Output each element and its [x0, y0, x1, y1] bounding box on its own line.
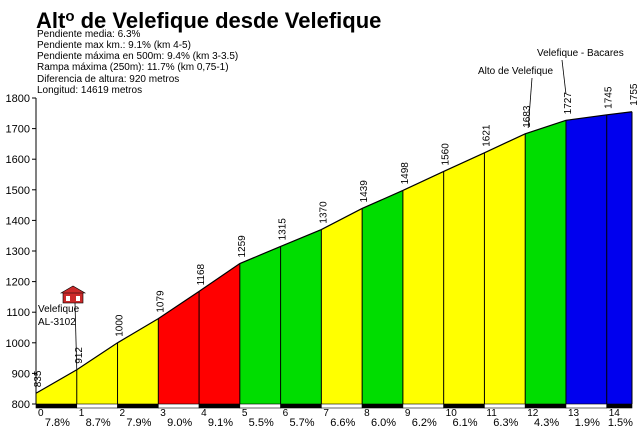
- altitude-label: 1259: [237, 235, 248, 258]
- altitude-label: 1315: [278, 218, 289, 241]
- chart-title: Alto de Velefique desde Velefique: [36, 8, 381, 33]
- title-main: Alt: [36, 8, 66, 33]
- km-label: 14: [609, 408, 621, 419]
- stat-line: Pendiente máxima en 500m: 9.4% (km 3-3.5…: [37, 51, 238, 62]
- grade-label: 6.2%: [412, 417, 437, 429]
- pass-pointer: [527, 77, 533, 129]
- altitude-label: 912: [74, 347, 85, 364]
- stats-block: Pendiente media: 6.3%Pendiente max km.: …: [37, 29, 238, 96]
- km-label: 11: [486, 408, 497, 419]
- km-bar-segment: [606, 403, 633, 409]
- y-tick-label: 900: [12, 368, 30, 380]
- grade-label: 6.1%: [453, 417, 478, 429]
- y-tick-label: 1400: [6, 215, 30, 227]
- altitude-label: 1498: [400, 162, 411, 185]
- altitude-label: 1621: [481, 124, 492, 147]
- profile-segment: [565, 114, 607, 404]
- title-superscript: o: [65, 8, 74, 25]
- plot-area: 8009001000110012001300140015001600170018…: [6, 48, 640, 429]
- km-label: 0: [38, 408, 44, 419]
- stat-line: Pendiente media: 6.3%: [37, 29, 141, 40]
- altitude-label: 1683: [522, 105, 533, 128]
- km-label: 9: [405, 408, 411, 419]
- profile-segment: [362, 190, 403, 404]
- y-tick-label: 1800: [6, 93, 30, 105]
- km-label: 3: [160, 408, 166, 419]
- grade-label: 6.0%: [371, 417, 396, 429]
- grade-label: 8.7%: [86, 417, 111, 429]
- km-label: 6: [283, 408, 289, 419]
- stat-line: Pendiente max km.: 9.1% (km 4-5): [37, 40, 191, 51]
- km-label: 1: [79, 408, 85, 419]
- km-label: 4: [201, 408, 207, 419]
- profile-segment: [117, 318, 159, 404]
- stat-line: Rampa máxima (250m): 11.7% (km 0,75-1): [37, 62, 229, 73]
- y-tick-label: 1700: [6, 124, 30, 136]
- km-label: 5: [242, 408, 248, 419]
- altitude-label: 1745: [604, 86, 615, 109]
- grade-label: 7.9%: [126, 417, 151, 429]
- altitude-label: 1168: [196, 263, 207, 285]
- grade-label: 4.3%: [534, 417, 559, 429]
- km-label: 7: [323, 408, 329, 419]
- km-label: 13: [568, 408, 580, 419]
- road-label: AL-3102: [38, 317, 76, 328]
- altitude-label: 1439: [359, 180, 370, 203]
- grade-label: 9.1%: [208, 417, 233, 429]
- profile-segment: [402, 171, 444, 404]
- profile-segment: [606, 111, 632, 405]
- altitude-label: 1755: [629, 83, 640, 106]
- y-tick-label: 1600: [6, 154, 30, 166]
- place-pointer: [74, 302, 78, 370]
- profile-segment: [76, 342, 118, 404]
- profile-line: [35, 111, 633, 394]
- profile-segment: [239, 246, 281, 404]
- km-label: 10: [446, 408, 458, 419]
- altitude-label: 1000: [115, 314, 126, 337]
- profile-segment: [525, 120, 566, 404]
- profile-segment: [36, 369, 77, 404]
- grade-label: 1.5%: [608, 417, 633, 429]
- y-tick-label: 1500: [6, 185, 30, 197]
- profile-segment: [321, 208, 363, 404]
- place-label: Velefique: [38, 304, 80, 315]
- y-tick-label: 800: [12, 399, 30, 411]
- y-tick-label: 1000: [6, 338, 30, 350]
- altitude-label: 1370: [318, 201, 329, 224]
- profile-segment: [484, 133, 526, 404]
- km-label: 2: [120, 408, 126, 419]
- km-label: 8: [364, 408, 370, 419]
- title-rest: de Velefique desde Velefique: [75, 8, 382, 33]
- profile-segment: [443, 152, 485, 404]
- road-end-label: Velefique - Bacares: [537, 48, 624, 59]
- grade-label: 5.7%: [289, 417, 314, 429]
- y-tick-label: 1300: [6, 246, 30, 258]
- altitude-label: 1079: [155, 290, 166, 313]
- grade-label: 6.3%: [493, 417, 518, 429]
- y-tick-label: 1100: [6, 307, 30, 319]
- km-label: 12: [527, 408, 539, 419]
- altitude-label: 835: [33, 370, 44, 387]
- profile-segment: [199, 263, 240, 404]
- stat-line: Longitud: 14619 metros: [37, 85, 142, 96]
- stat-line: Diferencia de altura: 920 metros: [37, 74, 179, 85]
- grade-label: 1.9%: [575, 417, 600, 429]
- pass-label: Alto de Velefique: [478, 66, 553, 77]
- profile-segment: [280, 229, 322, 404]
- grade-label: 9.0%: [167, 417, 192, 429]
- grade-label: 5.5%: [249, 417, 274, 429]
- town-icon: [59, 285, 87, 304]
- road-end-pointer: [561, 59, 567, 95]
- altitude-label: 1560: [441, 143, 452, 166]
- altitude-label: 1727: [563, 92, 574, 115]
- y-tick-label: 1200: [6, 277, 30, 289]
- profile-segment: [158, 291, 200, 404]
- grade-label: 6.6%: [330, 417, 355, 429]
- grade-label: 7.8%: [45, 417, 70, 429]
